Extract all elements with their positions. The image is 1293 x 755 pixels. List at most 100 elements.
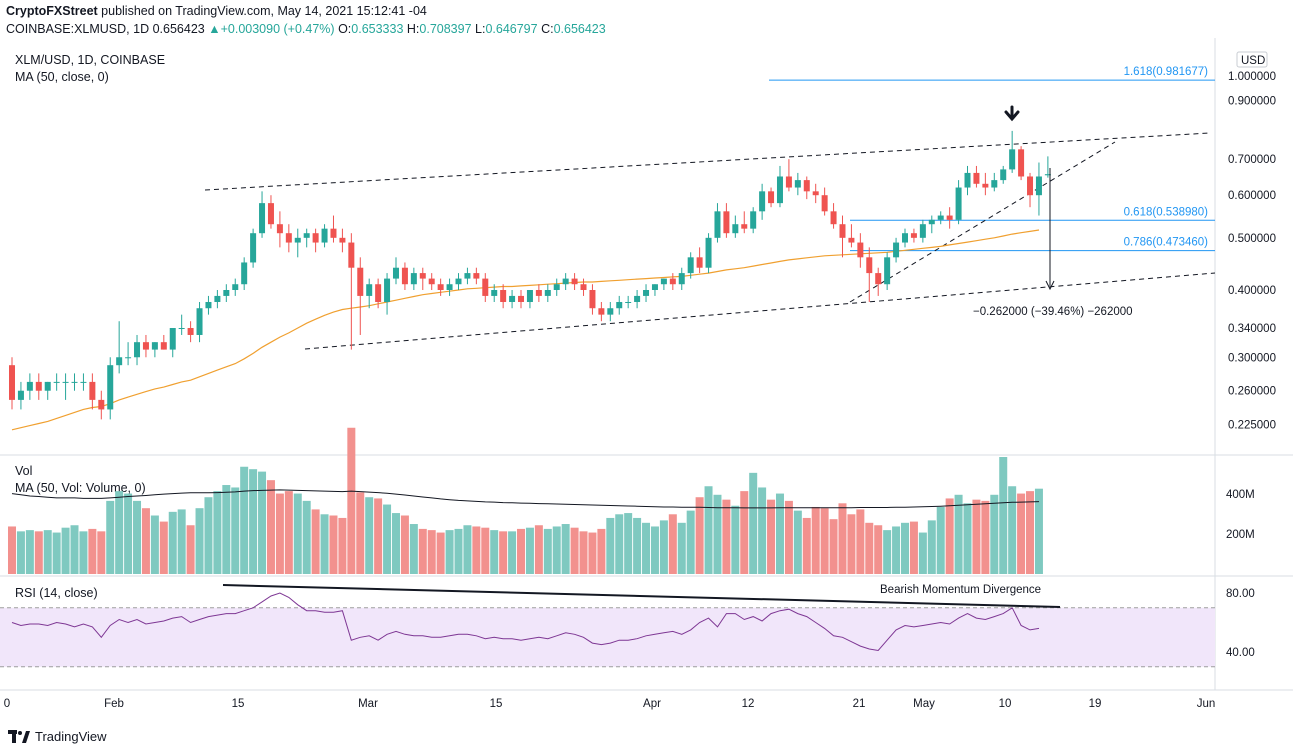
volume-bar: [784, 500, 793, 574]
candle-body: [276, 224, 283, 234]
x-tick-label: 15: [490, 698, 503, 710]
volume-bar: [418, 528, 427, 574]
candle-body: [241, 262, 248, 285]
volume-bar: [624, 513, 633, 574]
usd-badge: [1236, 51, 1268, 68]
publish-line: CryptoFXStreet published on TradingView.…: [6, 4, 427, 18]
candle-body: [669, 278, 676, 285]
candle-body: [285, 233, 292, 243]
candle-body: [651, 284, 658, 290]
candle-body: [526, 290, 533, 302]
volume-bar: [231, 487, 240, 574]
channel-upper-line: [204, 132, 1211, 191]
ma-legend[interactable]: MA (50, close, 0): [15, 70, 109, 84]
candle-body: [98, 399, 105, 410]
candle-body: [142, 342, 149, 350]
volume-bar: [177, 509, 186, 574]
volume-bar: [16, 531, 25, 574]
candle-body: [794, 180, 801, 188]
volume-bar: [213, 491, 222, 574]
rsi-line: [11, 592, 1040, 652]
volume-bar: [472, 526, 481, 574]
volume-bar: [686, 510, 695, 574]
divergence-label: Bearish Momentum Divergence: [880, 584, 1041, 596]
volume-bar: [820, 508, 829, 574]
volume-bar: [186, 525, 195, 574]
volume-bar: [79, 531, 88, 574]
candle-body: [89, 381, 96, 400]
ma50-line: [11, 229, 1040, 431]
volume-tick-label: 200M: [1226, 529, 1255, 541]
price-tick-label: 0.300000: [1228, 352, 1276, 364]
candle-body: [607, 308, 614, 315]
tradingview-logo-icon: [8, 729, 30, 744]
volume-bar: [677, 522, 686, 574]
candle-body: [357, 267, 364, 296]
price-tick-label: 1.000000: [1228, 71, 1276, 83]
candle-body: [160, 342, 167, 350]
x-tick-label: Jun: [1197, 698, 1216, 710]
candle-body: [392, 267, 399, 279]
high-value: 0.708397: [419, 22, 472, 36]
candle-body: [866, 257, 873, 274]
volume-bar: [266, 480, 275, 574]
volume-bar: [945, 498, 954, 574]
volume-bar: [561, 524, 570, 574]
candle-body: [776, 176, 783, 204]
candle-body: [678, 273, 685, 285]
volume-bar: [552, 526, 561, 574]
volume-tick-label: 400M: [1226, 489, 1255, 501]
down-arrow-icon: [1004, 105, 1020, 122]
candle-body: [518, 295, 525, 302]
candle-body: [196, 308, 203, 335]
volume-bar: [981, 500, 990, 574]
vol-legend[interactable]: Vol: [15, 464, 33, 478]
x-tick-label: 19: [1089, 698, 1102, 710]
candle-body: [303, 233, 310, 238]
volume-bar: [963, 503, 972, 574]
volume-bar: [767, 499, 776, 574]
chart-title: XLM/USD, 1D, COINBASE: [15, 53, 166, 67]
open-value: 0.653333: [351, 22, 404, 36]
candle-body: [107, 365, 114, 410]
x-tick-label: 0: [4, 698, 10, 710]
volume-bar: [1034, 488, 1043, 574]
volume-bar: [838, 503, 847, 574]
candle-body: [312, 233, 319, 243]
candle-body: [902, 233, 908, 243]
volume-bar: [106, 500, 115, 574]
price-change: +0.003090 (+0.47%): [220, 22, 335, 36]
candle-body: [348, 242, 355, 268]
candle-body: [946, 215, 953, 220]
volume-bar: [722, 499, 731, 574]
candle-body: [80, 381, 87, 383]
volume-bar: [490, 530, 499, 574]
candle-body: [723, 211, 730, 234]
candle-body: [366, 284, 373, 296]
rsi-legend[interactable]: RSI (14, close): [15, 586, 98, 600]
volume-bar: [918, 532, 927, 574]
fib-1618-label: 1.618(0.981677): [1124, 66, 1209, 78]
volume-bar: [383, 504, 392, 574]
candle-body: [1044, 174, 1051, 176]
candle-body: [830, 211, 837, 225]
candle-body: [437, 284, 444, 290]
volume-bar: [972, 499, 981, 574]
candle-body: [509, 295, 516, 302]
vol-ma-legend[interactable]: MA (50, Vol: Volume, 0): [15, 481, 146, 495]
candle-body: [330, 228, 337, 238]
volume-bar: [525, 527, 534, 574]
candle-body: [500, 290, 507, 302]
candle-body: [178, 327, 185, 329]
volume-bar: [1017, 493, 1026, 574]
volume-bar: [133, 500, 142, 574]
volume-bar: [204, 497, 213, 574]
volume-bar: [1026, 491, 1035, 574]
candle-body: [705, 237, 712, 268]
volume-bar: [775, 493, 784, 574]
volume-bar: [34, 531, 43, 574]
volume-bar: [579, 531, 588, 574]
volume-bar: [856, 509, 865, 574]
price-chart[interactable]: 1.000000 0.900000 0.700000 0.600000 0.500000…: [0, 38, 1293, 728]
fib-0786-label: 0.786(0.473460): [1124, 237, 1209, 249]
